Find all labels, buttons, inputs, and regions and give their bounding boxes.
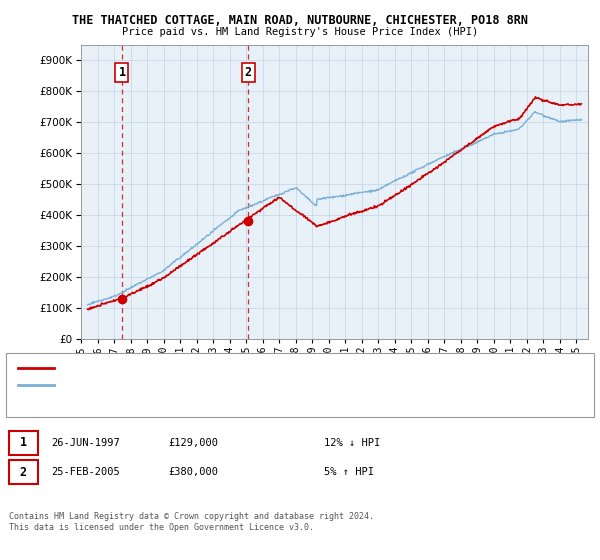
Text: 5% ↑ HPI: 5% ↑ HPI <box>324 467 374 477</box>
Text: 2: 2 <box>20 465 27 479</box>
Text: 25-FEB-2005: 25-FEB-2005 <box>51 467 120 477</box>
Text: £380,000: £380,000 <box>168 467 218 477</box>
Text: THE THATCHED COTTAGE, MAIN ROAD, NUTBOURNE, CHICHESTER, PO18 8RN: THE THATCHED COTTAGE, MAIN ROAD, NUTBOUR… <box>72 14 528 27</box>
Text: £129,000: £129,000 <box>168 438 218 448</box>
Text: 2: 2 <box>245 66 251 79</box>
Text: THE THATCHED COTTAGE, MAIN ROAD, NUTBOURNE, CHICHESTER, PO18 8RN (detachec: THE THATCHED COTTAGE, MAIN ROAD, NUTBOUR… <box>60 363 485 372</box>
Text: Contains HM Land Registry data © Crown copyright and database right 2024.
This d: Contains HM Land Registry data © Crown c… <box>9 512 374 532</box>
Text: 1: 1 <box>118 66 125 79</box>
Text: 1: 1 <box>20 436 27 450</box>
Text: HPI: Average price, detached house, Chichester: HPI: Average price, detached house, Chic… <box>60 381 325 390</box>
Text: 26-JUN-1997: 26-JUN-1997 <box>51 438 120 448</box>
Text: 12% ↓ HPI: 12% ↓ HPI <box>324 438 380 448</box>
Text: Price paid vs. HM Land Registry's House Price Index (HPI): Price paid vs. HM Land Registry's House … <box>122 27 478 37</box>
